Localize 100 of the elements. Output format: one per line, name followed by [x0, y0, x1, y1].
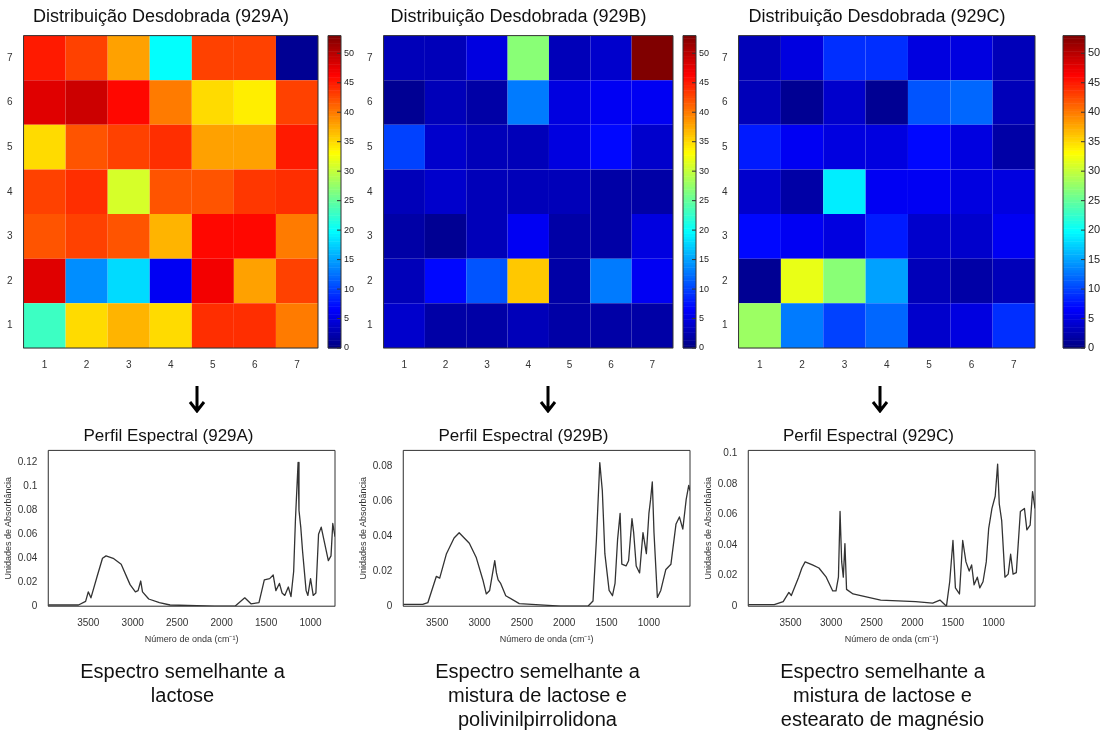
color-bar-label: 35 — [344, 136, 355, 147]
x-tick-label: 3000 — [121, 616, 145, 628]
text: Espectro semelhante a mistura de lactose e polivinilpirrolidona — [434, 659, 641, 731]
color-bar-label: 35 — [699, 136, 710, 147]
chart-title: Perfil Espectral (929A) — [83, 425, 254, 445]
y-tick-label: 5 — [7, 140, 13, 152]
x-tick-label: 1000 — [637, 616, 661, 628]
color-bar-label: 30 — [699, 165, 710, 176]
color-bar-label: 20 — [344, 224, 355, 235]
y-tick-label: 0.02 — [17, 575, 38, 587]
y-tick-label: 7 — [7, 51, 13, 63]
y-tick-label: 1 — [367, 319, 373, 331]
x-axis-title: Número de onda (cm⁻¹) — [844, 634, 939, 645]
x-tick-label: 5 — [210, 358, 217, 370]
y-tick-label: 0 — [31, 599, 38, 611]
y-tick-label: 4 — [722, 185, 728, 197]
color-bar-label: 0 — [1088, 341, 1095, 354]
y-tick-label: 0.12 — [17, 456, 38, 468]
x-tick-label: 2500 — [510, 616, 534, 628]
color-bar-label: 40 — [1088, 105, 1101, 118]
y-axis-title: Unidades de Absorbância — [357, 477, 368, 580]
y-tick-label: 0.02 — [372, 564, 393, 576]
x-tick-label: 2000 — [210, 616, 234, 628]
color-bar-label: 15 — [1088, 252, 1101, 265]
color-bar-label: 30 — [344, 165, 355, 176]
color-bar-label: 0 — [699, 342, 705, 353]
y-tick-label: 0.06 — [17, 528, 38, 540]
x-tick-label: 6 — [608, 358, 615, 370]
color-bar-label: 15 — [344, 254, 355, 265]
x-tick-label: 1 — [756, 358, 763, 370]
y-tick-label: 0 — [386, 599, 393, 611]
x-tick-label: 3500 — [426, 616, 449, 628]
y-tick-label: 0.06 — [372, 494, 393, 506]
y-tick-label: 2 — [7, 274, 13, 286]
x-tick-label: 7 — [649, 358, 656, 370]
color-bar-label: 0 — [344, 342, 350, 353]
x-tick-label: 3500 — [779, 616, 803, 628]
x-axis-title: Número de onda (cm⁻¹) — [144, 634, 239, 645]
x-tick-label: 3500 — [77, 616, 100, 628]
color-bar-label: 30 — [1088, 164, 1101, 177]
y-tick-label: 3 — [722, 230, 728, 242]
y-tick-label: 6 — [7, 96, 13, 108]
color-bar-label: 10 — [1088, 282, 1101, 295]
y-tick-label: 3 — [7, 230, 13, 242]
color-bar-label: 5 — [344, 313, 350, 324]
color-bar-label: 40 — [699, 106, 710, 117]
y-tick-label: 0.08 — [17, 504, 38, 516]
color-bar-label: 45 — [344, 77, 355, 88]
color-bar-label: 15 — [699, 254, 710, 265]
x-tick-label: 6 — [252, 358, 259, 370]
color-bar-label: 5 — [699, 313, 705, 324]
y-tick-label: 6 — [722, 96, 728, 108]
x-tick-label: 5 — [926, 358, 933, 370]
x-tick-label: 3 — [484, 358, 491, 370]
x-tick-label: 2500 — [860, 616, 884, 628]
y-tick-label: 0.02 — [717, 569, 738, 581]
x-tick-label: 1500 — [941, 616, 965, 628]
chart-title: Perfil Espectral (929C) — [782, 425, 955, 445]
y-tick-label: 6 — [367, 96, 373, 108]
color-bar-label: 25 — [344, 195, 355, 206]
color-bar-label: 25 — [1088, 193, 1101, 206]
y-tick-label: 0.1 — [23, 480, 38, 492]
y-tick-label: 4 — [367, 185, 373, 197]
x-tick-label: 5 — [566, 358, 573, 370]
y-tick-label: 1 — [7, 319, 13, 331]
color-bar-label: 10 — [699, 283, 710, 294]
y-axis-title: Unidades de Absorbância — [2, 477, 13, 580]
x-tick-label: 1000 — [982, 616, 1006, 628]
y-tick-label: 5 — [722, 140, 728, 152]
x-tick-label: 3 — [841, 358, 848, 370]
y-tick-label: 3 — [367, 230, 373, 242]
y-tick-label: 0 — [731, 599, 738, 611]
y-tick-label: 2 — [722, 274, 728, 286]
y-axis-title: Unidades de Absorbância — [702, 477, 713, 580]
x-tick-label: 4 — [168, 358, 174, 370]
y-tick-label: 0.08 — [717, 477, 738, 489]
x-tick-label: 4 — [525, 358, 532, 370]
y-tick-label: 0.04 — [717, 538, 738, 550]
y-tick-label: 7 — [367, 51, 373, 63]
color-bar-label: 45 — [699, 77, 710, 88]
x-tick-label: 2 — [799, 358, 806, 370]
x-tick-label: 2500 — [166, 616, 189, 628]
color-bar-label: 10 — [344, 283, 355, 294]
x-tick-label: 2 — [83, 358, 90, 370]
chart-title: Distribuição Desdobrada (929B) — [390, 5, 647, 26]
text: Espectro semelhante a mistura de lactose e estearato de magnésio — [779, 659, 986, 731]
y-tick-label: 0.06 — [717, 508, 738, 520]
x-tick-label: 3000 — [819, 616, 843, 628]
y-tick-label: 0.08 — [372, 459, 393, 471]
chart-title: Distribuição Desdobrada (929A) — [32, 5, 290, 26]
x-tick-label: 1 — [41, 358, 48, 370]
y-tick-label: 0.04 — [372, 529, 393, 541]
x-axis-title: Número de onda (cm⁻¹) — [499, 634, 594, 645]
x-tick-label: 6 — [968, 358, 975, 370]
color-bar-label: 45 — [1088, 75, 1101, 88]
x-tick-label: 1500 — [254, 616, 278, 628]
color-bar-label: 50 — [699, 47, 710, 58]
color-bar-label: 50 — [344, 47, 355, 58]
x-tick-label: 1 — [401, 358, 408, 370]
color-bar-label: 50 — [1088, 46, 1101, 59]
